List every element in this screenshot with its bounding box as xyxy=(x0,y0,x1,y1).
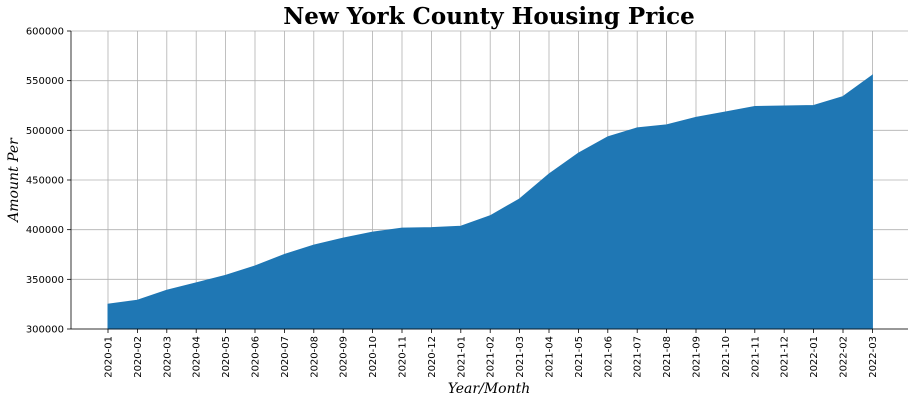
x-tick-label: 2020-05 xyxy=(221,336,232,378)
x-tick-label: 2022-01 xyxy=(809,336,820,378)
x-tick-label: 2021-01 xyxy=(456,336,467,378)
x-tick-label: 2020-02 xyxy=(133,336,144,378)
x-tick-label: 2022-02 xyxy=(839,336,850,378)
x-tick-label: 2021-06 xyxy=(603,336,614,378)
y-tick-label: 350000 xyxy=(26,275,64,286)
x-tick-label: 2021-10 xyxy=(721,336,732,378)
x-tick-label: 2022-03 xyxy=(868,336,879,378)
y-tick-label: 500000 xyxy=(26,126,64,137)
x-tick-label: 2020-12 xyxy=(427,336,438,378)
y-axis-label: Amount Per xyxy=(6,137,22,224)
x-tick-label: 2020-06 xyxy=(251,336,262,378)
x-tick-label: 2021-09 xyxy=(692,336,703,378)
x-tick-label: 2020-07 xyxy=(280,336,291,378)
x-tick-label: 2021-04 xyxy=(545,336,556,378)
y-tick-label: 450000 xyxy=(26,176,64,187)
area-layer xyxy=(107,74,873,330)
x-tick-label: 2020-09 xyxy=(339,336,350,378)
x-tick-label: 2021-08 xyxy=(662,336,673,378)
y-axis-ticks: 300000 350000 400000 450000 500000 550000 6000… xyxy=(26,27,71,336)
x-tick-label: 2021-02 xyxy=(486,336,497,378)
area-series xyxy=(107,74,873,330)
x-axis-ticks: 2020-01 2020-02 2020-03 2020-04 2020-05 2020-… xyxy=(104,329,879,378)
x-tick-label: 2020-10 xyxy=(368,336,379,378)
y-tick-label: 550000 xyxy=(26,76,64,87)
x-tick-label: 2021-03 xyxy=(515,336,526,378)
x-tick-label: 2020-11 xyxy=(398,336,409,378)
y-tick-label: 600000 xyxy=(26,27,64,38)
x-axis-label: Year/Month xyxy=(448,381,531,397)
x-tick-label: 2021-12 xyxy=(780,336,791,378)
x-tick-label: 2020-08 xyxy=(309,336,320,378)
x-tick-label: 2021-07 xyxy=(633,336,644,378)
y-tick-label: 400000 xyxy=(26,225,64,236)
x-tick-label: 2020-03 xyxy=(162,336,173,378)
x-tick-label: 2020-01 xyxy=(104,336,115,378)
chart-title: New York County Housing Price xyxy=(283,3,694,30)
x-tick-label: 2021-11 xyxy=(750,336,761,378)
x-tick-label: 2020-04 xyxy=(192,336,203,378)
x-tick-label: 2021-05 xyxy=(574,336,585,378)
y-tick-label: 300000 xyxy=(26,325,64,336)
